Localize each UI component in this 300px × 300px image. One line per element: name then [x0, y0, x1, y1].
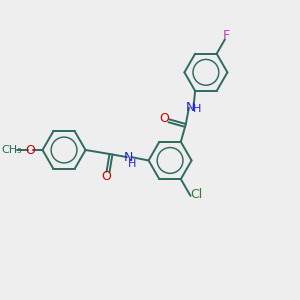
Text: F: F — [223, 28, 230, 41]
Text: CH₃: CH₃ — [2, 145, 22, 155]
Text: H: H — [128, 159, 136, 169]
Text: O: O — [26, 143, 35, 157]
Text: Cl: Cl — [190, 188, 202, 202]
Text: N: N — [124, 151, 133, 164]
Text: N: N — [186, 101, 195, 114]
Text: O: O — [101, 170, 111, 183]
Text: O: O — [160, 112, 170, 124]
Text: H: H — [193, 104, 201, 114]
